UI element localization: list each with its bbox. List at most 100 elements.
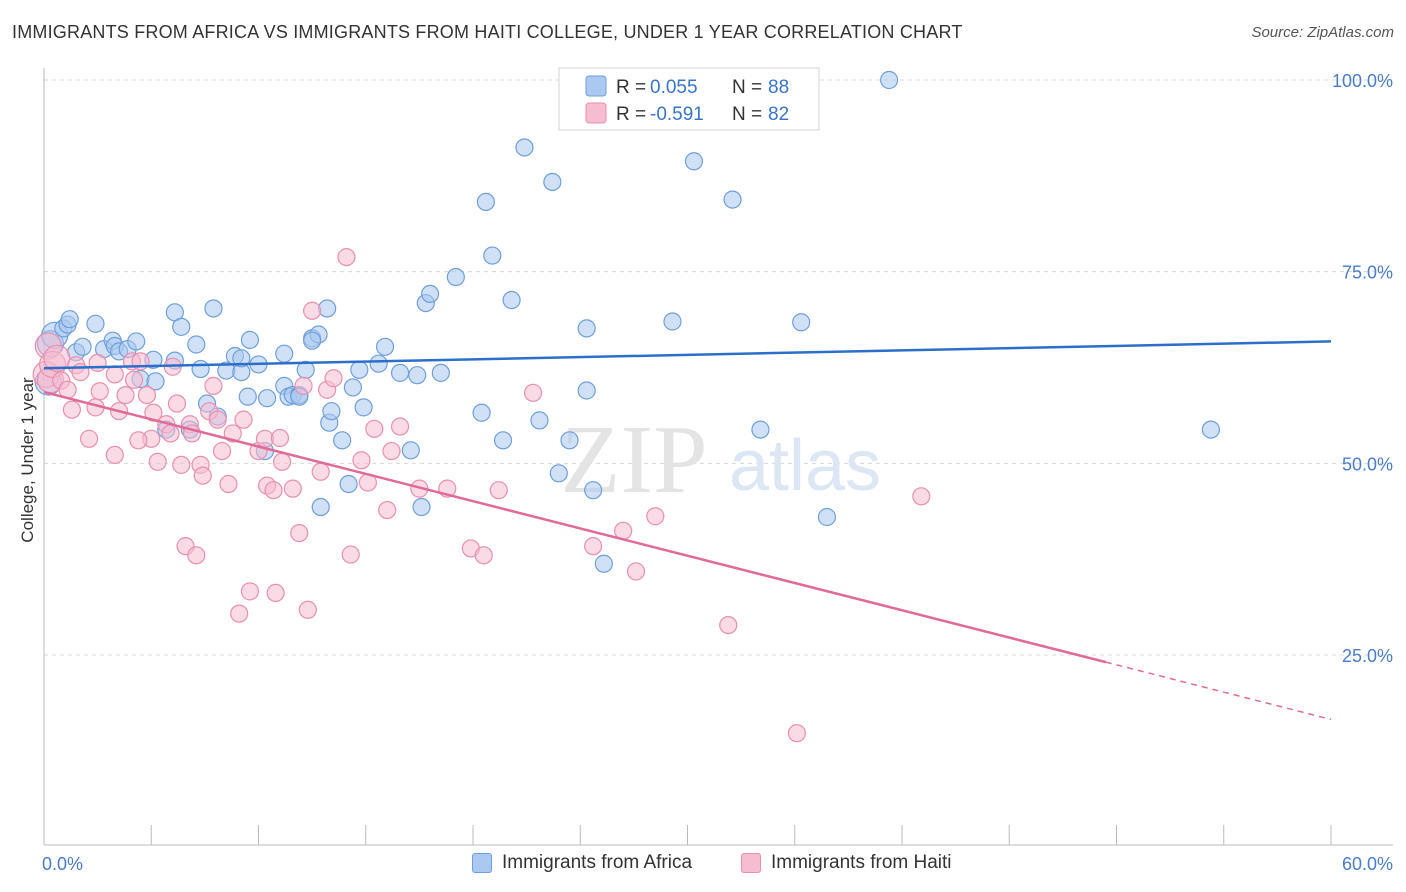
point-africa-54 (369, 354, 388, 373)
x-tick-label-0: 0.0% (42, 854, 83, 874)
point-africa-84 (880, 70, 899, 90)
point-africa-67 (502, 290, 521, 310)
point-africa-70 (530, 411, 549, 430)
point-haiti-42 (230, 604, 249, 623)
point-africa-69 (515, 138, 534, 157)
legend-bottom-africa: Immigrants from Africa (472, 852, 692, 874)
point-africa-65 (476, 192, 495, 211)
point-africa-50 (339, 474, 358, 494)
point-haiti-52 (283, 479, 302, 498)
point-haiti-55 (298, 600, 317, 619)
legend-haiti-r-value: -0.591 (650, 104, 704, 125)
watermark-zip: ZIP (561, 406, 708, 514)
point-haiti-35 (193, 466, 212, 485)
point-haiti-10 (79, 429, 99, 448)
point-africa-55 (375, 337, 395, 356)
point-africa-79 (684, 152, 704, 171)
point-haiti-4 (43, 344, 71, 372)
point-haiti-28 (167, 394, 187, 413)
legend-bottom-haiti-label: Immigrants from Haiti (771, 852, 952, 873)
point-africa-5 (60, 310, 79, 329)
legend-bottom-africa-label: Immigrants from Africa (502, 852, 693, 873)
point-haiti-78 (719, 615, 738, 635)
point-africa-53 (354, 398, 373, 417)
point-haiti-56 (303, 301, 322, 320)
point-haiti-48 (264, 481, 283, 500)
point-haiti-79 (787, 724, 806, 743)
point-haiti-60 (337, 248, 356, 267)
point-haiti-76 (626, 562, 646, 581)
point-africa-61 (421, 284, 440, 303)
point-africa-62 (431, 363, 450, 382)
point-africa-24 (191, 359, 210, 379)
point-haiti-51 (272, 452, 292, 471)
point-africa-8 (86, 314, 105, 333)
point-haiti-37 (204, 376, 223, 395)
point-africa-48 (322, 402, 341, 421)
point-haiti-77 (646, 507, 665, 526)
point-africa-26 (204, 299, 223, 318)
point-haiti-23 (144, 403, 163, 422)
point-africa-49 (333, 431, 352, 450)
point-africa-23 (187, 335, 206, 354)
legend-haiti-swatch (585, 102, 607, 124)
point-haiti-15 (105, 365, 124, 384)
y-tick-label-1: 50.0% (1342, 454, 1393, 474)
point-haiti-40 (219, 474, 238, 494)
point-haiti-66 (382, 441, 401, 461)
point-africa-45 (311, 497, 330, 517)
point-africa-74 (577, 381, 596, 400)
legend-africa-n-label: N = (732, 77, 762, 98)
point-africa-57 (401, 441, 420, 460)
point-haiti-24 (148, 452, 167, 471)
point-haiti-74 (584, 537, 603, 556)
point-haiti-49 (266, 583, 285, 603)
point-africa-7 (73, 337, 92, 356)
point-haiti-72 (489, 481, 508, 500)
chart-title: IMMIGRANTS FROM AFRICA VS IMMIGRANTS FRO… (12, 22, 963, 42)
y-tick-label-3: 100.0% (1332, 71, 1393, 91)
legend-africa-r-label: R = (616, 77, 646, 98)
point-haiti-26 (161, 424, 180, 443)
point-africa-78 (663, 312, 682, 331)
point-haiti-81 (129, 431, 148, 450)
point-africa-80 (723, 190, 742, 209)
point-haiti-33 (187, 546, 206, 565)
point-haiti-61 (341, 545, 360, 564)
point-haiti-57 (311, 462, 330, 481)
point-haiti-7 (62, 400, 81, 419)
point-africa-81 (751, 420, 770, 439)
legend-haiti-n-label: N = (732, 104, 762, 125)
point-haiti-12 (88, 353, 107, 372)
point-africa-77 (594, 554, 613, 573)
point-haiti-44 (240, 582, 260, 601)
point-africa-56 (390, 363, 410, 382)
point-africa-72 (549, 464, 568, 483)
point-africa-46 (318, 299, 337, 318)
trend-line-haiti (43, 390, 1107, 664)
x-tick-labels: 0.0% 60.0% (42, 854, 1393, 874)
point-haiti-62 (352, 451, 371, 470)
point-africa-63 (446, 267, 465, 287)
point-africa-85 (1201, 420, 1220, 439)
point-africa-52 (350, 360, 369, 379)
point-haiti-67 (390, 417, 410, 436)
point-africa-31 (238, 387, 257, 406)
point-haiti-21 (137, 386, 157, 405)
point-haiti-50 (270, 428, 290, 448)
axes (43, 68, 1393, 846)
point-haiti-29 (172, 455, 191, 474)
y-tick-label-0: 25.0% (1342, 646, 1393, 666)
point-haiti-38 (208, 410, 227, 429)
point-africa-82 (792, 313, 811, 332)
trend-line-africa (43, 340, 1332, 370)
point-africa-21 (172, 317, 191, 336)
trend-lines (43, 340, 1332, 721)
legend-haiti-n-value: 82 (768, 104, 789, 125)
point-haiti-17 (116, 386, 135, 405)
point-africa-75 (577, 319, 596, 338)
point-africa-35 (257, 389, 277, 408)
point-africa-76 (584, 481, 603, 500)
trend-line-haiti-extension (1105, 661, 1332, 721)
